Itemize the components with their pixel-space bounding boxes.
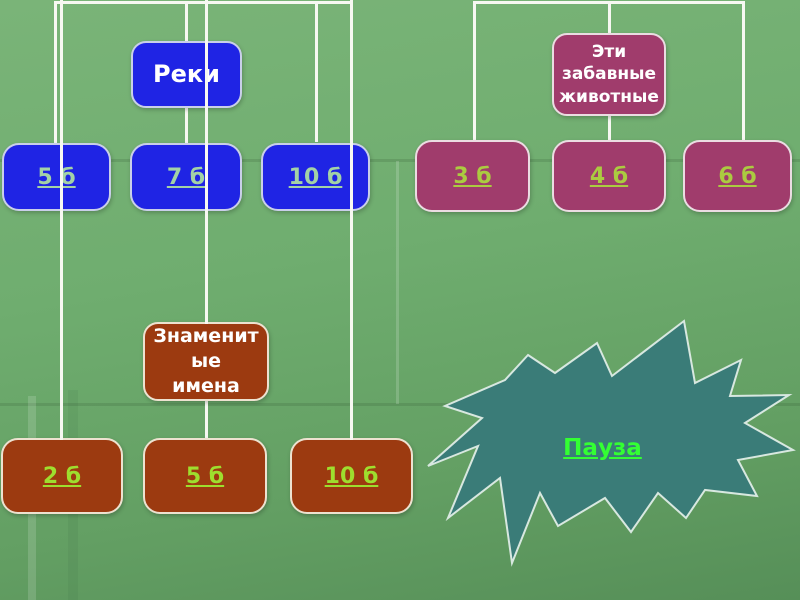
score-button-rivers-5[interactable]: 5 б (2, 143, 111, 211)
score-button-animals-3[interactable]: 3 б (415, 140, 530, 212)
connector-animals-3 (473, 1, 476, 142)
score-label: 2 б (42, 463, 82, 489)
score-label: 4 б (589, 163, 629, 189)
score-button-names-10[interactable]: 10 б (290, 438, 413, 514)
connector-top-left (55, 1, 353, 4)
connector-animals-header-top (608, 1, 611, 36)
connector-names-10 (350, 0, 353, 440)
score-label: 7 б (166, 164, 206, 190)
starburst-shape (427, 319, 796, 567)
score-button-rivers-7[interactable]: 7 б (130, 143, 242, 211)
category-title-line: ые (190, 350, 222, 373)
category-title-line: имена (172, 374, 240, 397)
connector-rivers-header-top (185, 1, 188, 44)
pause-label-text: Пауза (563, 435, 642, 461)
connector-animals-6 (742, 1, 745, 142)
category-header-rivers: Реки (131, 41, 242, 108)
category-header-famous-names: Знаменит ые имена (143, 322, 269, 401)
score-button-animals-6[interactable]: 6 б (683, 140, 792, 212)
score-label: 6 б (718, 163, 757, 189)
category-title: Реки (153, 59, 220, 88)
category-title-line: забавные (561, 64, 657, 85)
connector-names-5 (205, 399, 208, 440)
score-label: 10 б (324, 463, 379, 489)
category-header-funny-animals: Эти забавные животные (552, 33, 666, 116)
pause-link[interactable]: Пауза (520, 433, 685, 463)
score-button-rivers-10[interactable]: 10 б (261, 143, 370, 211)
score-button-names-2[interactable]: 2 б (1, 438, 123, 514)
connector-names-header-top (205, 0, 208, 324)
connector-rivers-10 (315, 1, 318, 142)
background-line (396, 161, 399, 404)
category-title-line: животные (559, 86, 659, 107)
pause-starburst (427, 319, 796, 567)
score-label: 3 б (453, 163, 492, 189)
background-line (0, 159, 800, 162)
category-title-line: Знаменит (153, 325, 259, 348)
score-label: 10 б (288, 164, 343, 190)
connector-rivers-7 (185, 106, 188, 145)
score-button-animals-4[interactable]: 4 б (552, 140, 666, 212)
background-line (0, 403, 800, 406)
category-title-line: Эти (591, 42, 627, 63)
connector-animals-4 (608, 103, 611, 142)
score-button-names-5[interactable]: 5 б (143, 438, 267, 514)
connector-rivers-5 (54, 1, 57, 145)
score-label: 5 б (185, 463, 225, 489)
score-label: 5 б (37, 164, 76, 190)
connector-names-2 (60, 0, 63, 440)
